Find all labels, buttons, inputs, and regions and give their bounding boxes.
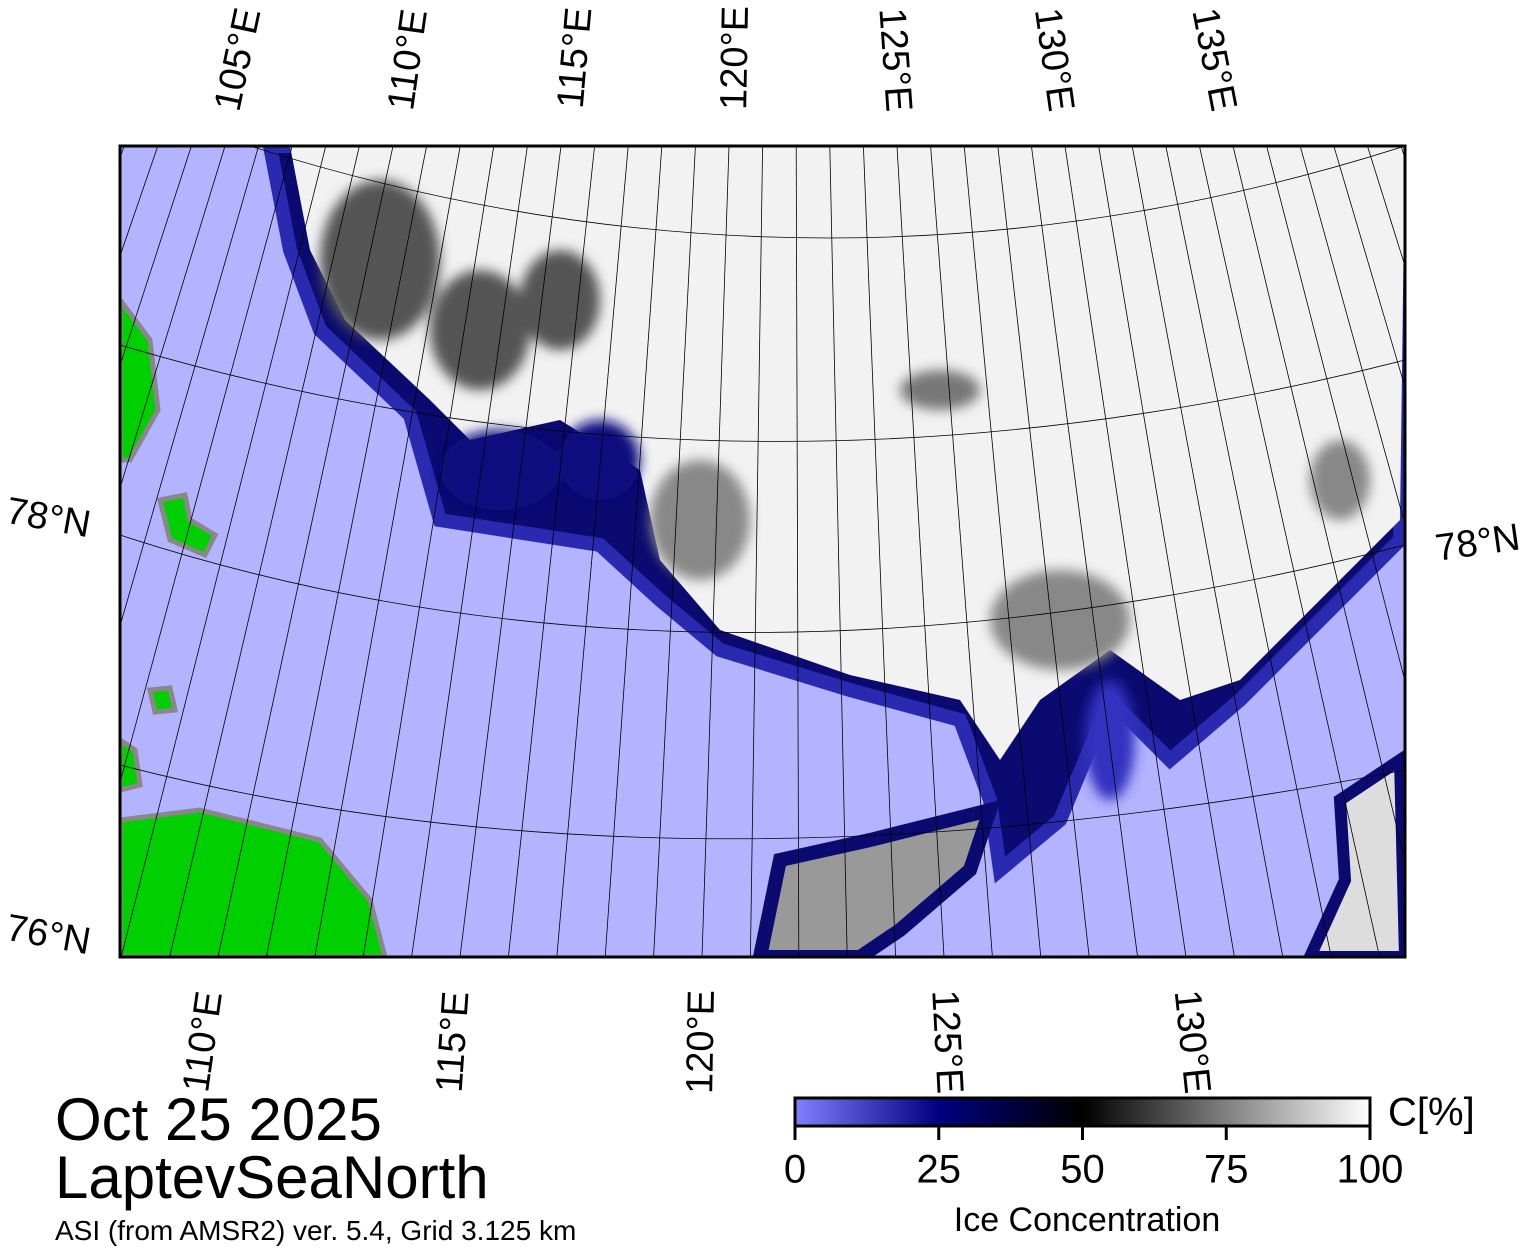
meridian	[0, 146, 57, 957]
region: LaptevSeaNorth	[55, 1144, 489, 1211]
meridian	[169, 146, 360, 957]
meridian	[863, 146, 896, 957]
meridian	[963, 146, 1042, 957]
meridian	[1333, 146, 1405, 389]
meridian	[1199, 146, 1380, 957]
lat-label: 78°N	[1433, 516, 1523, 569]
map	[0, 146, 1405, 957]
meridian	[1031, 146, 1138, 957]
lat-label: 78°N	[3, 490, 94, 546]
meridian	[896, 146, 945, 957]
meridian	[411, 146, 528, 957]
meridian	[829, 146, 848, 957]
product: ASI (from AMSR2) ver. 5.4, Grid 3.125 km	[55, 1215, 576, 1246]
colorbar-tick-label: 0	[784, 1148, 806, 1192]
meridian	[266, 146, 427, 957]
meridian	[556, 146, 629, 957]
meridian	[120, 146, 259, 628]
lon-label: 125°E	[923, 989, 970, 1095]
meridian	[1299, 146, 1405, 526]
meridian	[653, 146, 696, 957]
meridian	[0, 146, 91, 957]
colorbar-tick-label: 50	[1060, 1148, 1105, 1192]
lon-label: 120°E	[713, 6, 757, 111]
colorbar-tick-label: 25	[917, 1148, 962, 1192]
lat-label: 76°N	[3, 907, 94, 963]
meridian	[1266, 146, 1405, 683]
meridian	[120, 146, 293, 785]
lon-label: 115°E	[429, 990, 478, 1094]
colorbar-ramp	[793, 1096, 1372, 1128]
meridian	[701, 146, 730, 957]
lon-label: 110°E	[380, 7, 436, 113]
colorbar-tick-label: 100	[1337, 1148, 1404, 1192]
meridian	[1165, 146, 1332, 957]
meridian	[508, 146, 595, 957]
meridian	[459, 146, 562, 957]
lon-label: 130°E	[1026, 5, 1082, 114]
meridian	[0, 146, 23, 957]
colorbar: C[%] Ice Concentration 0 25 50 75 100	[784, 1091, 1475, 1239]
lon-label: 120°E	[679, 990, 723, 1095]
meridian	[997, 146, 1090, 957]
meridian	[604, 146, 663, 957]
date: Oct 25 2025	[55, 1086, 382, 1153]
meridian	[120, 146, 192, 367]
meridian	[120, 146, 226, 490]
meridian	[314, 146, 461, 957]
meridian	[750, 146, 763, 957]
meridian	[1098, 146, 1235, 957]
map-frame	[118, 144, 1407, 959]
meridian	[217, 146, 394, 957]
graticule	[0, 146, 1405, 957]
meridian	[120, 146, 125, 159]
meridian	[795, 146, 800, 957]
meridian	[120, 146, 327, 957]
meridian	[362, 146, 495, 957]
lon-label: 110°E	[175, 989, 231, 1095]
meridian	[1232, 146, 1405, 864]
lon-label: 135°E	[1183, 5, 1244, 115]
meridian	[1131, 146, 1284, 957]
lon-label: 130°E	[1166, 988, 1219, 1096]
meridian	[1064, 146, 1187, 957]
lon-label: 105°E	[207, 4, 270, 114]
colorbar-tick-label: 75	[1204, 1148, 1249, 1192]
lon-label: 125°E	[870, 7, 919, 114]
meridian	[930, 146, 993, 957]
colorbar-label: Ice Concentration	[954, 1201, 1221, 1239]
colorbar-unit: C[%]	[1388, 1091, 1475, 1135]
lon-label: 115°E	[550, 6, 601, 110]
